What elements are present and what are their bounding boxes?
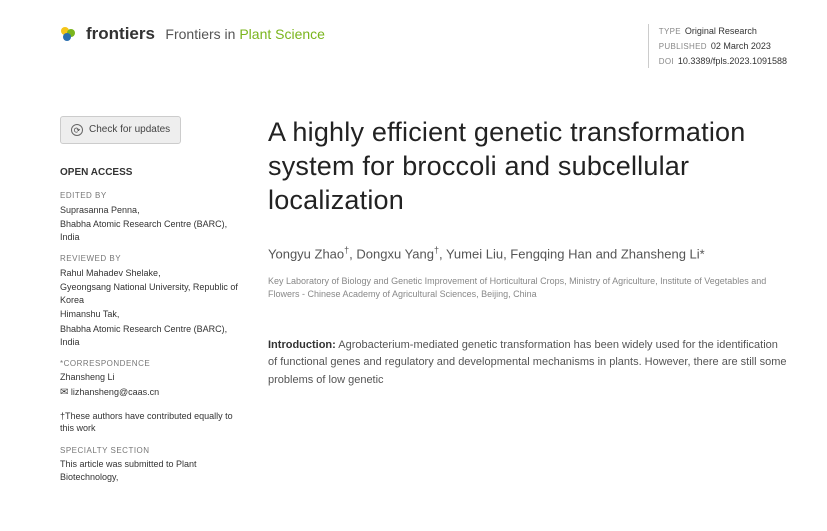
correspondence-name: Zhansheng Li: [60, 371, 238, 384]
contribution-note: †These authors have contributed equally …: [60, 410, 238, 435]
edited-by-label: EDITED BY: [60, 190, 238, 201]
refresh-icon: ⟳: [71, 124, 83, 136]
reviewer-affiliation: Gyeongsang National University, Republic…: [60, 281, 238, 306]
reviewer-name: Rahul Mahadev Shelake,: [60, 267, 238, 280]
reviewer-name: Himanshu Tak,: [60, 308, 238, 321]
main-content: A highly efficient genetic transformatio…: [268, 116, 787, 485]
abstract: Introduction: Agrobacterium-mediated gen…: [268, 337, 787, 390]
correspondence-email[interactable]: lizhansheng@caas.cn: [71, 387, 159, 397]
check-updates-button[interactable]: ⟳ Check for updates: [60, 116, 181, 144]
frontiers-logo-icon: [60, 26, 76, 42]
reviewed-by-label: REVIEWED BY: [60, 253, 238, 264]
abstract-heading: Introduction:: [268, 339, 336, 351]
brand-block: frontiers Frontiers in Plant Science: [60, 24, 325, 44]
correspondence-label: *CORRESPONDENCE: [60, 358, 238, 369]
editor-name: Suprasanna Penna,: [60, 204, 238, 217]
sidebar: ⟳ Check for updates OPEN ACCESS EDITED B…: [60, 116, 238, 485]
brand-name: frontiers: [86, 24, 155, 43]
reviewer-affiliation: Bhabha Atomic Research Centre (BARC), In…: [60, 323, 238, 348]
article-title: A highly efficient genetic transformatio…: [268, 116, 787, 217]
affiliation: Key Laboratory of Biology and Genetic Im…: [268, 275, 787, 300]
article-meta: TYPEOriginal Research PUBLISHED02 March …: [648, 24, 787, 68]
specialty-section-text: This article was submitted to Plant Biot…: [60, 458, 238, 483]
envelope-icon: ✉: [60, 387, 68, 398]
open-access-label: OPEN ACCESS: [60, 166, 238, 180]
journal-name: Frontiers in Plant Science: [165, 26, 325, 42]
abstract-body: Agrobacterium-mediated genetic transform…: [268, 339, 787, 386]
editor-affiliation: Bhabha Atomic Research Centre (BARC), In…: [60, 218, 238, 243]
specialty-section-label: SPECIALTY SECTION: [60, 445, 238, 456]
authors-list: Yongyu Zhao†, Dongxu Yang†, Yumei Liu, F…: [268, 244, 787, 264]
page-header: frontiers Frontiers in Plant Science TYP…: [60, 24, 787, 68]
